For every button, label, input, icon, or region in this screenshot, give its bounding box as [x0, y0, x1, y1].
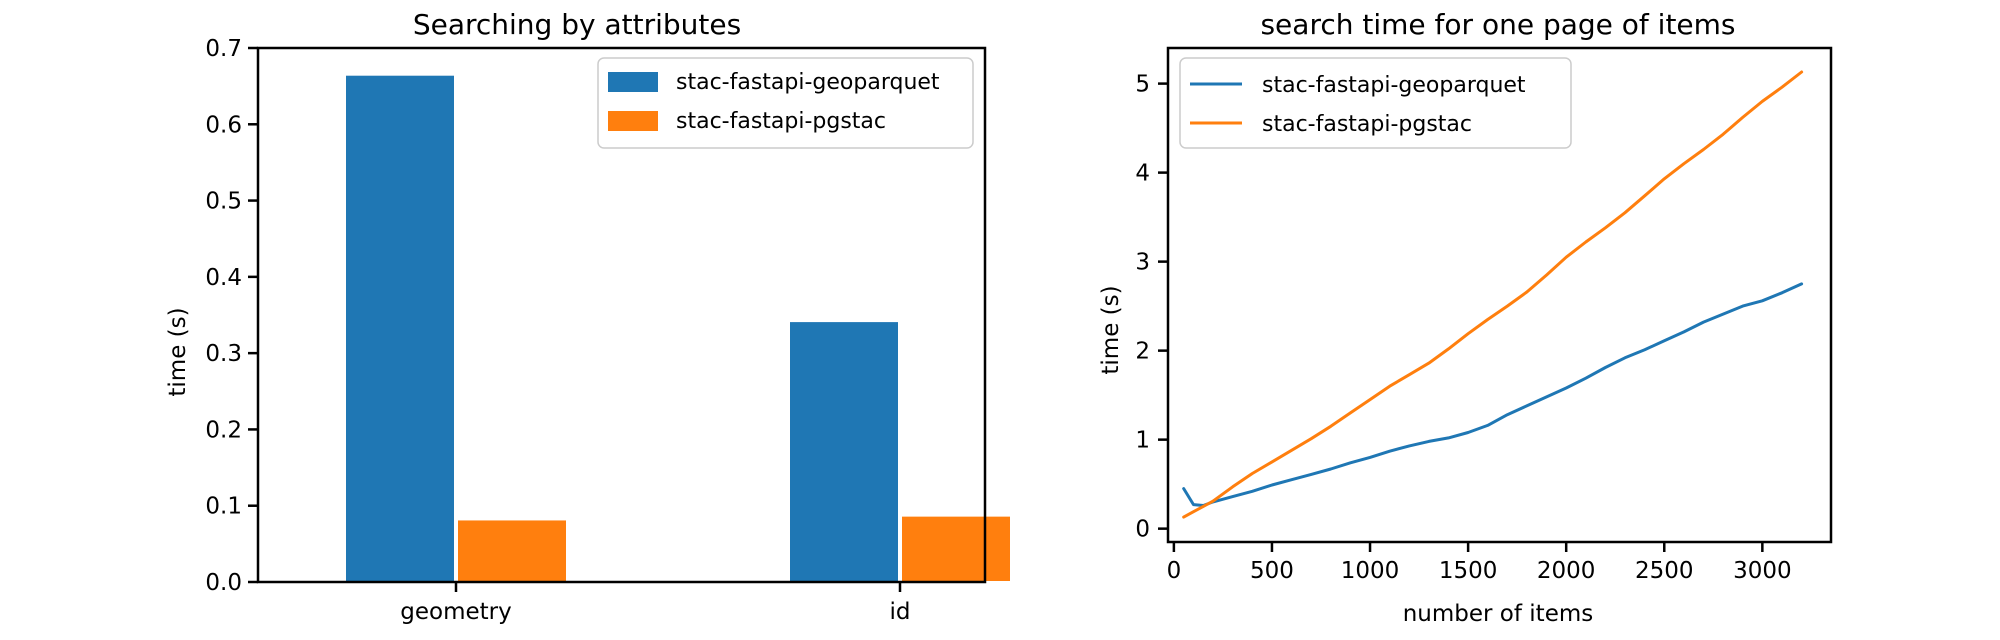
x-tick-label: 0 — [1167, 558, 1182, 584]
legend-swatch-geoparquet — [608, 72, 658, 92]
y-tick-label: 0.4 — [205, 265, 242, 291]
chart-title: Searching by attributes — [413, 8, 741, 41]
legend-label-geoparquet: stac-fastapi-geoparquet — [1262, 73, 1526, 98]
bar-chart-attributes: Searching by attributes time (s) 0.0 0.1 0… — [165, 8, 1012, 625]
x-axis-label: number of items — [1403, 601, 1594, 627]
x-tick-label: geometry — [400, 599, 511, 625]
legend-swatch-pgstac — [608, 111, 658, 131]
legend-box — [597, 57, 974, 149]
y-tick-label: 0.0 — [205, 570, 242, 596]
y-tick-label: 5 — [1135, 72, 1150, 98]
y-tick-label: 2 — [1135, 339, 1150, 365]
plot-frame — [1166, 46, 1833, 544]
y-axis-label: time (s) — [165, 307, 191, 396]
legend: stac-fastapi-geoparquet stac-fastapi-pgs… — [1179, 57, 1572, 149]
legend-label-geoparquet: stac-fastapi-geoparquet — [676, 70, 940, 95]
bar-stac-fastapi-geoparquet-id — [788, 320, 900, 583]
y-tick-label: 0.1 — [205, 494, 242, 520]
x-tick-label: 3000 — [1733, 558, 1792, 584]
legend: stac-fastapi-geoparquet stac-fastapi-pgs… — [597, 57, 974, 149]
bar-stac-fastapi-pgstac-id — [900, 514, 1012, 583]
legend-label-pgstac: stac-fastapi-pgstac — [676, 109, 886, 134]
line-stac-fastapi-pgstac — [1182, 70, 1804, 519]
bar-stac-fastapi-pgstac-geometry — [456, 518, 568, 584]
y-tick-label: 3 — [1135, 250, 1150, 276]
x-tick-label: 1500 — [1439, 558, 1498, 584]
line-stac-fastapi-geoparquet — [1182, 282, 1804, 507]
legend-label-pgstac: stac-fastapi-pgstac — [1262, 112, 1472, 137]
y-tick-label: 0 — [1135, 517, 1150, 543]
y-tick-label: 0.6 — [205, 112, 242, 138]
y-tick-label: 0.7 — [205, 36, 242, 62]
y-axis-label: time (s) — [1098, 285, 1124, 374]
legend-box — [1179, 57, 1572, 149]
y-tick-label: 0.5 — [205, 189, 242, 215]
x-tick-label: 2500 — [1635, 558, 1694, 584]
y-tick-label: 1 — [1135, 428, 1150, 454]
y-tick-label: 4 — [1135, 161, 1150, 187]
y-tick-label: 0.2 — [205, 417, 242, 443]
plot-frame — [256, 46, 987, 584]
x-tick-label: 500 — [1250, 558, 1294, 584]
line-chart-search-time: search time for one page of items time (… — [1098, 8, 1833, 627]
bar-stac-fastapi-geoparquet-geometry — [344, 73, 456, 583]
x-tick-label: id — [890, 599, 911, 625]
y-tick-label: 0.3 — [205, 341, 242, 367]
x-tick-label: 2000 — [1537, 558, 1596, 584]
x-tick-label: 1000 — [1341, 558, 1400, 584]
chart-title: search time for one page of items — [1260, 8, 1735, 41]
